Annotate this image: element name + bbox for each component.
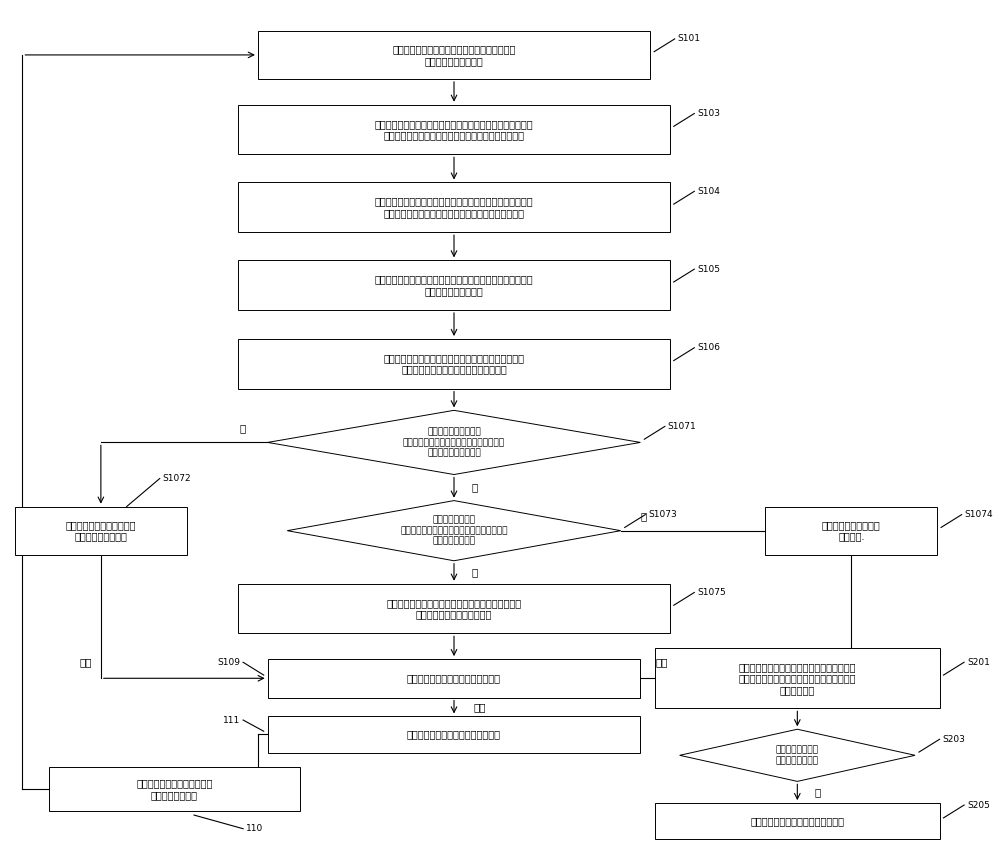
Text: 判断第一最长拐点
与第一最大清晰度值的图像的序号的差值是否
在第二预设范围内: 判断第一最长拐点 与第一最大清晰度值的图像的序号的差值是否 在第二预设范围内	[400, 516, 508, 546]
FancyBboxPatch shape	[238, 583, 670, 634]
Text: 111: 111	[223, 715, 240, 725]
Text: 根据第一最长拐点与第一最大清晰度值的图像的位置
序号计算第一聚焦位置对应值: 根据第一最长拐点与第一最大清晰度值的图像的位置 序号计算第一聚焦位置对应值	[386, 598, 522, 619]
Text: 第二聚焦位置为有效的最佳聚焦位置: 第二聚焦位置为有效的最佳聚焦位置	[750, 816, 844, 826]
Text: 根据第二清晰度值集合获取拐点信息、第二最长拐点、
拐点数量及具有第二最大清晰度值的图像: 根据第二清晰度值集合获取拐点信息、第二最长拐点、 拐点数量及具有第二最大清晰度值…	[384, 353, 525, 375]
Polygon shape	[680, 729, 915, 781]
Text: S1073: S1073	[648, 510, 677, 519]
Text: 根据第一最大清晰度值的序号
确定图像聚集区域: 根据第一最大清晰度值的序号 确定图像聚集区域	[136, 779, 213, 799]
FancyBboxPatch shape	[238, 339, 670, 389]
Text: 将第一聚焦位置对应值定义
为小于零的任意数值: 将第一聚焦位置对应值定义 为小于零的任意数值	[66, 520, 136, 542]
FancyBboxPatch shape	[238, 260, 670, 310]
Text: 是: 是	[472, 483, 478, 492]
Text: S201: S201	[967, 658, 990, 667]
Text: 小于: 小于	[80, 657, 92, 667]
Text: S103: S103	[697, 109, 720, 118]
Text: 110: 110	[246, 825, 263, 833]
Text: 根据拐点信息、第二最长拐点、拐点数量及第
二最大清晰度值的图像的位置序号得到第二聚
焦位置对应值: 根据拐点信息、第二最长拐点、拐点数量及第 二最大清晰度值的图像的位置序号得到第二…	[739, 661, 856, 695]
Text: S1071: S1071	[668, 422, 697, 431]
Text: S1074: S1074	[965, 510, 993, 519]
FancyBboxPatch shape	[655, 803, 940, 839]
FancyBboxPatch shape	[765, 507, 937, 555]
Text: 判断第二聚焦位置
对应值是否大于零: 判断第二聚焦位置 对应值是否大于零	[776, 746, 819, 765]
Text: S1072: S1072	[163, 474, 191, 483]
Text: 采用第二拉普拉斯算子计算图像的第二清晰度值并按位置序号
存储图像对应的第二清晰度值以得到第二清晰度值集合: 采用第二拉普拉斯算子计算图像的第二清晰度值并按位置序号 存储图像对应的第二清晰度…	[375, 196, 533, 218]
FancyBboxPatch shape	[238, 105, 670, 155]
FancyBboxPatch shape	[268, 659, 640, 698]
Text: S203: S203	[943, 735, 965, 744]
FancyBboxPatch shape	[268, 716, 640, 753]
Polygon shape	[287, 501, 621, 561]
Text: 是: 是	[815, 787, 821, 797]
Polygon shape	[268, 411, 640, 475]
Text: S104: S104	[697, 187, 720, 196]
Text: S106: S106	[697, 343, 720, 352]
Text: 比较第一聚焦位置对应值与零的大小: 比较第一聚焦位置对应值与零的大小	[407, 674, 501, 683]
Text: S1075: S1075	[697, 588, 726, 597]
Text: 是: 是	[472, 567, 478, 577]
Text: S105: S105	[697, 265, 720, 273]
Text: 采用第一拉普拉斯算子计算图像的第一清晰度值并按位置序号
存储图像对应的第一清晰度值以得到第一清晰度值集合: 采用第一拉普拉斯算子计算图像的第一清晰度值并按位置序号 存储图像对应的第一清晰度…	[375, 119, 533, 141]
Text: 否: 否	[640, 511, 647, 521]
Text: 等于: 等于	[655, 657, 668, 667]
FancyBboxPatch shape	[15, 507, 187, 555]
Text: 第一聚焦位置为有效的最佳聚焦位置: 第一聚焦位置为有效的最佳聚焦位置	[407, 729, 501, 740]
Text: 将第一聚集位置对应值
定义为零.: 将第一聚集位置对应值 定义为零.	[822, 520, 881, 542]
Text: S205: S205	[967, 800, 990, 810]
Text: 否: 否	[240, 423, 246, 433]
Text: 大于: 大于	[474, 702, 486, 712]
Text: 根据第一清晰度值集合获取拐点信息、第一最长拐点及具有第
一最大清晰度值的图像: 根据第一清晰度值集合获取拐点信息、第一最长拐点及具有第 一最大清晰度值的图像	[375, 274, 533, 296]
FancyBboxPatch shape	[258, 31, 650, 79]
Text: S101: S101	[678, 35, 701, 43]
FancyBboxPatch shape	[49, 767, 300, 811]
Text: 判断第一清晰度值集合
中具有第一最大清晰度值的图像的位置序号
是否在第一预设范围内: 判断第一清晰度值集合 中具有第一最大清晰度值的图像的位置序号 是否在第一预设范围…	[403, 428, 505, 457]
FancyBboxPatch shape	[238, 182, 670, 233]
FancyBboxPatch shape	[655, 648, 940, 708]
Text: S109: S109	[217, 658, 240, 667]
Text: 采集图像聚焦区域的预设间隔步长的若干图像，
并对图像编写位置序号: 采集图像聚焦区域的预设间隔步长的若干图像， 并对图像编写位置序号	[392, 44, 516, 66]
